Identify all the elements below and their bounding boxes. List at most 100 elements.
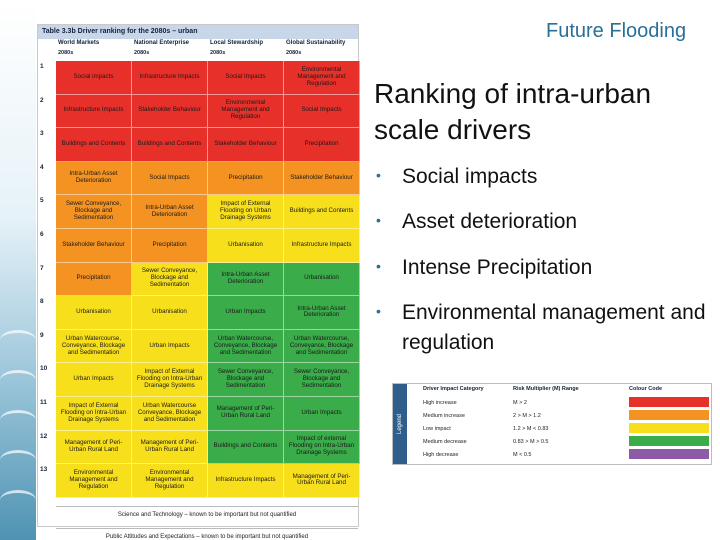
colour-legend: Legend Driver Impact Category Risk Multip…: [392, 383, 712, 465]
legend-category: High decrease: [423, 451, 459, 458]
rank-number: 6: [40, 231, 44, 238]
legend-category: Medium increase: [423, 412, 465, 419]
table-cell: Management of Peri-Urban Rural Land: [56, 430, 132, 465]
legend-swatch: [629, 449, 709, 459]
table-cell: Environmental Management and Regulation: [284, 61, 360, 95]
table-cell: Impact of external Flooding on Intra-Urb…: [284, 430, 360, 465]
legend-range: M > 2: [513, 399, 527, 406]
table-cell: Management of Peri-Urban Rural Land: [132, 430, 208, 465]
column-subheader: 2080s: [58, 50, 74, 56]
table-cell: Urban Watercourse, Conveyance, Blockage …: [56, 329, 132, 364]
legend-tab: Legend: [393, 384, 407, 464]
table-cell: Environmental Management and Regulation: [208, 94, 284, 129]
table-cell: Social Impacts: [208, 61, 284, 95]
table-cell: Urban Impacts: [56, 363, 132, 397]
table-cell: Urban Watercourse Conveyance, Blockage a…: [132, 397, 208, 431]
legend-range: M < 0.5: [513, 451, 532, 458]
table-cell: Sewer Conveyance, Blockage and Sedimenta…: [56, 195, 132, 229]
table-cell: Infrastructure Impacts: [56, 94, 132, 129]
table-cell: Stakeholder Behaviour: [284, 161, 360, 196]
rank-number: 12: [40, 432, 48, 440]
bullet-icon: •: [376, 212, 381, 229]
table-cell: Urban Impacts: [208, 296, 284, 330]
legend-header: Driver Impact Category: [423, 386, 484, 392]
bullet-item: • Environmental management and regulation: [376, 301, 706, 354]
table-cell: Infrastructure Impacts: [208, 464, 284, 498]
bullet-icon: •: [376, 167, 381, 183]
legend-range: 0.83 > M > 0.5: [513, 438, 549, 445]
table-cell: Impact of External Flooding on Urban Dra…: [208, 195, 284, 229]
column-header: Local Stewardship: [210, 40, 264, 46]
table-cell: Social Impacts: [284, 94, 360, 129]
legend-range: 2 > M > 1.2: [513, 412, 541, 419]
table-cell: Stakeholder Behaviour: [132, 94, 208, 129]
table-cell: Infrastructure Impacts: [284, 229, 360, 263]
column-header: National Enterprise: [134, 40, 190, 46]
bullet-item: • Asset deterioration: [376, 210, 578, 234]
table-cell: Buildings and Contents: [284, 195, 360, 229]
table-cell: Stakeholder Behaviour: [56, 229, 132, 263]
table-cell: Urban Watercourse, Conveyance, Blockage …: [208, 329, 284, 364]
rank-number: 9: [40, 331, 44, 339]
rank-number: 3: [40, 130, 44, 138]
table-cell: Urban Impacts: [132, 329, 208, 364]
table-cell: Social impacts: [56, 61, 132, 95]
table-cell: Buildings and Contents: [56, 128, 132, 162]
table-cell: Impact of External Flooding on Intra-Urb…: [132, 363, 208, 397]
legend-swatch: [629, 423, 709, 433]
slide-heading: Ranking of intra-urban scale drivers: [374, 78, 652, 146]
rank-number: 2: [40, 96, 44, 104]
table-cell: Stakeholder Behaviour: [208, 128, 284, 162]
legend-category: Medium decrease: [423, 438, 467, 445]
table-cell: Environmental Management and Regulation: [132, 464, 208, 498]
table-cell: Intra-Urban Asset Deterioration: [208, 262, 284, 297]
table-cell: Precipitation: [132, 229, 208, 263]
rank-number: 10: [40, 365, 48, 373]
rank-number: 8: [40, 298, 44, 306]
column-header: World Markets: [58, 40, 100, 46]
table-cell: Precipitation: [208, 161, 284, 196]
column-subheader: 2080s: [210, 50, 226, 56]
table-cell: Urban Impacts: [284, 397, 360, 431]
table-cell: Environmental Management and Regulation: [56, 464, 132, 498]
table-cell: Sewer Conveyance, Blockage and Sedimenta…: [208, 363, 284, 397]
legend-range: 1.2 > M < 0.83: [513, 425, 549, 432]
water-decoration: [0, 0, 36, 540]
table-cell: Urbanisation: [56, 296, 132, 330]
future-flooding-logo: Future Flooding: [546, 20, 687, 42]
legend-category: Low impact: [423, 425, 451, 432]
table-footer-note: Science and Technology – known to be imp…: [56, 505, 358, 524]
table-cell: Urbanisation: [284, 262, 360, 297]
table-cell: Intra-Urban Asset Deterioration: [132, 195, 208, 229]
bullet-icon: •: [376, 303, 381, 320]
driver-ranking-table: Table 3.3b Driver ranking for the 2080s …: [37, 24, 360, 540]
legend-swatch: [629, 397, 709, 407]
legend-swatch: [629, 410, 709, 420]
legend-category: High increase: [423, 399, 457, 406]
table-cell: Infrastructure Impacts: [132, 61, 208, 95]
table-cell: Urban Watercourse, Conveyance, Blockage …: [284, 329, 360, 364]
column-subheader: 2080s: [134, 50, 150, 56]
rank-number: 1: [40, 63, 44, 70]
table-title: Table 3.3b Driver ranking for the 2080s …: [38, 25, 358, 39]
table-cell: Intra-Urban Asset Deterioration: [284, 296, 360, 330]
column-subheader: 2080s: [286, 50, 302, 56]
bullet-item: • Intense Precipitation: [376, 255, 593, 279]
table-cell: Buildings and Contents: [132, 128, 208, 162]
rank-number: 13: [40, 466, 48, 474]
table-footer-note: Public Attitudes and Expectations – know…: [56, 527, 358, 540]
table-cell: Precipitation: [56, 262, 132, 297]
rank-number: 11: [40, 399, 47, 406]
column-header: Global Sustainability: [286, 40, 346, 46]
legend-header: Colour Code: [629, 386, 662, 392]
table-cell: Social Impacts: [132, 161, 208, 196]
table-cell: Sewer Conveyance, Blockage and Sedimenta…: [132, 262, 208, 297]
rank-number: 4: [40, 163, 44, 171]
table-cell: Buildings and Contents: [208, 430, 284, 465]
table-cell: Impact of External Flooding on Intra-Urb…: [56, 397, 132, 431]
bullet-icon: •: [376, 257, 381, 274]
table-cell: Precipitation: [284, 128, 360, 162]
rank-number: 5: [40, 197, 44, 205]
bullet-list: • Social impacts • Asset deterioration • In…: [368, 162, 718, 373]
table-cell: Intra-Urban Asset Deterioration: [56, 161, 132, 196]
